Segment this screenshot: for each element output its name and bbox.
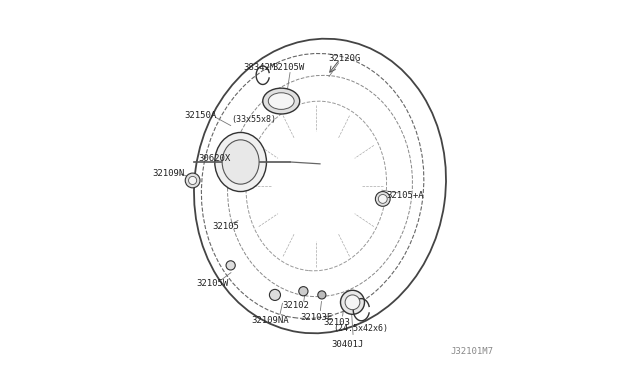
Text: (33x55x8): (33x55x8) [231, 115, 276, 124]
Text: 32103: 32103 [323, 318, 350, 327]
Text: (24.5x42x6): (24.5x42x6) [333, 324, 388, 333]
Text: 32109N: 32109N [152, 169, 185, 177]
Ellipse shape [222, 140, 259, 184]
Text: 32120G: 32120G [328, 54, 360, 63]
Text: 38342M: 38342M [243, 63, 275, 72]
Text: 32105: 32105 [212, 222, 239, 231]
Ellipse shape [189, 176, 196, 185]
Text: 30401J: 30401J [332, 340, 364, 349]
Ellipse shape [269, 289, 280, 301]
Ellipse shape [268, 93, 294, 109]
Ellipse shape [340, 290, 365, 314]
Ellipse shape [185, 173, 200, 188]
Text: 30620X: 30620X [198, 154, 231, 163]
Text: 32105+A: 32105+A [386, 191, 424, 200]
Ellipse shape [318, 291, 326, 299]
Text: J32101M7: J32101M7 [451, 347, 493, 356]
Text: 32105W: 32105W [197, 279, 229, 288]
Text: 32103E: 32103E [300, 312, 332, 321]
Text: 32105W: 32105W [273, 63, 305, 72]
Ellipse shape [263, 88, 300, 114]
Text: 32150A: 32150A [184, 111, 216, 121]
Ellipse shape [345, 295, 360, 310]
Ellipse shape [376, 192, 390, 206]
Ellipse shape [378, 195, 387, 203]
Text: 32102: 32102 [283, 301, 309, 311]
Text: 32109NA: 32109NA [252, 316, 289, 325]
Ellipse shape [226, 261, 236, 270]
Ellipse shape [215, 132, 266, 192]
Ellipse shape [299, 286, 308, 296]
